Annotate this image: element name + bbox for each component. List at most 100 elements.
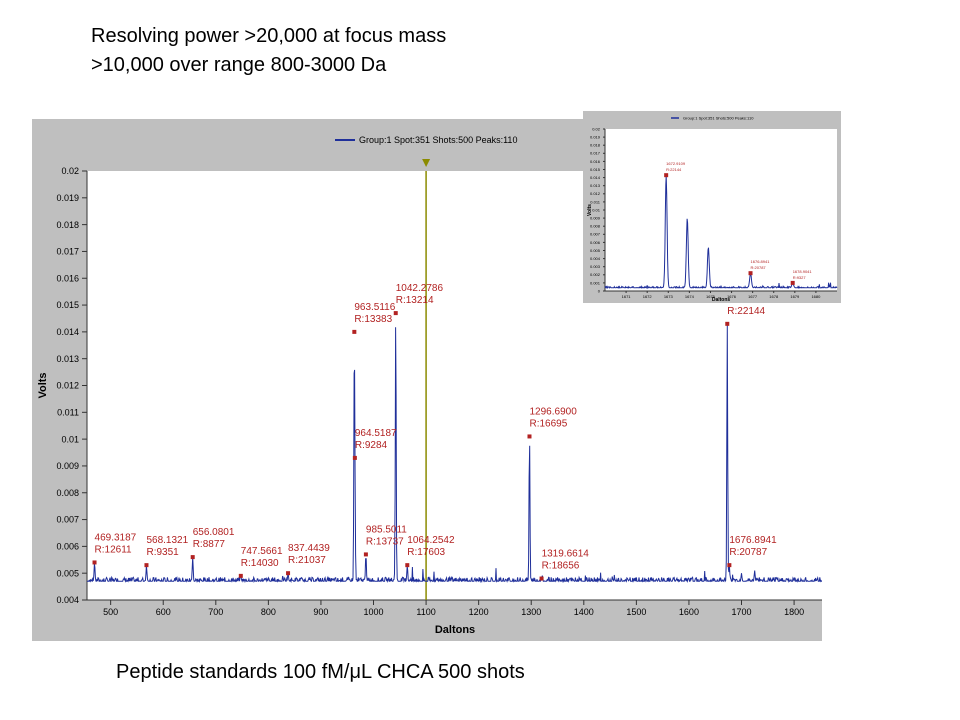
x-tick-label: 1673 xyxy=(664,294,674,299)
peak-marker xyxy=(725,321,730,326)
y-tick-label: 0.013 xyxy=(590,183,601,188)
peak-marker xyxy=(727,563,732,568)
peak-label-mass: 1296.6900 xyxy=(529,406,577,417)
x-tick-label: 900 xyxy=(313,607,328,617)
peak-label-mass: 1042.2786 xyxy=(396,283,444,294)
legend-text: Group:1 Spot:351 Shots:500 Peaks:110 xyxy=(359,135,517,145)
y-tick-label: 0.01 xyxy=(61,434,79,444)
y-tick-label: 0.002 xyxy=(590,272,601,277)
y-tick-label: 0.017 xyxy=(56,247,79,257)
x-tick-label: 500 xyxy=(103,607,118,617)
peak-label-mass: 656.0801 xyxy=(193,527,235,538)
y-tick-label: 0.008 xyxy=(56,488,79,498)
chart-legend: Group:1 Spot:351 Shots:500 Peaks:110 xyxy=(671,115,754,120)
peak-label-resolution: R:12611 xyxy=(95,544,133,555)
x-tick-label: 1200 xyxy=(469,607,489,617)
peak-marker xyxy=(363,552,368,557)
y-tick-label: 0.013 xyxy=(56,354,79,364)
x-tick-label: 1800 xyxy=(784,607,804,617)
x-tick-label: 1677 xyxy=(748,294,758,299)
y-tick-label: 0.007 xyxy=(56,515,79,525)
x-tick-label: 1700 xyxy=(731,607,751,617)
x-tick-label: 1300 xyxy=(521,607,541,617)
y-tick-label: 0.003 xyxy=(590,264,601,269)
y-tick-label: 0.015 xyxy=(590,167,601,172)
x-tick-label: 1672 xyxy=(643,294,653,299)
y-tick-label: 0.016 xyxy=(590,159,601,164)
peak-marker xyxy=(405,563,410,568)
peak-label-resolution: R:22144 xyxy=(666,167,682,172)
y-tick-label: 0.017 xyxy=(590,151,601,156)
y-tick-label: 0.005 xyxy=(56,568,79,578)
peak-label-resolution: R:21037 xyxy=(288,555,326,566)
y-tick-label: 0.004 xyxy=(590,256,601,261)
y-tick-label: 0.008 xyxy=(590,224,601,229)
x-tick-label: 1674 xyxy=(685,294,695,299)
y-tick-label: 0.015 xyxy=(56,300,79,310)
y-tick-label: 0.005 xyxy=(590,248,601,253)
x-tick-label: 1600 xyxy=(679,607,699,617)
peak-label-resolution: R:20787 xyxy=(751,265,767,270)
peak-marker xyxy=(790,280,795,285)
x-tick-label: 1680 xyxy=(811,294,821,299)
y-tick-label: 0.019 xyxy=(590,135,601,140)
peak-label-resolution: R:13737 xyxy=(366,536,404,547)
x-tick-label: 1500 xyxy=(626,607,646,617)
y-tick-label: 0.009 xyxy=(590,216,601,221)
y-tick-label: 0.004 xyxy=(56,595,79,605)
peak-marker xyxy=(286,571,291,576)
x-tick-label: 1400 xyxy=(574,607,594,617)
peak-label-resolution: R:13383 xyxy=(354,314,392,325)
peak-marker xyxy=(144,563,149,568)
x-tick-label: 600 xyxy=(156,607,171,617)
spectrum-series-line xyxy=(87,325,822,584)
peak-label-mass: 964.5187 xyxy=(355,428,397,439)
y-tick-label: 0.007 xyxy=(590,232,601,237)
x-axis-title: Daltons xyxy=(712,297,731,303)
y-tick-label: 0.02 xyxy=(61,166,79,176)
peak-marker xyxy=(664,173,669,178)
peak-label-resolution: R:16695 xyxy=(529,418,567,429)
spectrum-series-line xyxy=(604,175,838,290)
y-tick-label: 0.02 xyxy=(592,126,601,131)
x-tick-label: 1678 xyxy=(769,294,779,299)
peak-label-resolution: R:8877 xyxy=(193,539,226,550)
peak-label-mass: 1672.9109 xyxy=(666,161,686,166)
y-axis-title: Volts xyxy=(37,372,49,398)
peak-label-mass: 985.5011 xyxy=(366,524,407,535)
peak-marker xyxy=(539,576,544,581)
x-tick-label: 800 xyxy=(261,607,276,617)
x-tick-label: 700 xyxy=(208,607,223,617)
y-tick-label: 0.012 xyxy=(56,381,79,391)
x-tick-label: 1679 xyxy=(790,294,800,299)
plot-area xyxy=(605,129,837,291)
slide-title-line2: >10,000 over range 800-3000 Da xyxy=(91,54,387,76)
y-tick-label: 0.019 xyxy=(56,193,79,203)
legend-text: Group:1 Spot:351 Shots:500 Peaks:110 xyxy=(683,115,754,120)
peak-label-mass: 1319.6614 xyxy=(542,549,590,560)
peak-label-resolution: R:22144 xyxy=(727,306,765,317)
y-tick-label: 0.018 xyxy=(590,143,601,148)
cursor-marker xyxy=(422,159,431,167)
y-tick-label: 0.011 xyxy=(57,407,79,417)
y-tick-label: 0.006 xyxy=(56,542,79,552)
x-tick-label: 1671 xyxy=(622,294,632,299)
peak-label-resolution: R:13214 xyxy=(396,295,434,306)
y-tick-label: 0.001 xyxy=(590,280,601,285)
y-tick-label: 0.01 xyxy=(592,207,601,212)
y-tick-label: 0.012 xyxy=(590,191,601,196)
x-tick-label: 1000 xyxy=(363,607,383,617)
chart-legend: Group:1 Spot:351 Shots:500 Peaks:110 xyxy=(335,135,517,145)
peak-marker xyxy=(527,434,532,439)
peak-label-resolution: R:17603 xyxy=(407,547,445,558)
peak-label-resolution: R:18656 xyxy=(542,561,580,572)
y-tick-label: 0.011 xyxy=(590,199,600,204)
peak-label-resolution: R:9284 xyxy=(355,440,388,451)
x-tick-label: 1676 xyxy=(727,294,737,299)
peak-label-mass: 1678.9041 xyxy=(793,269,813,274)
x-tick-label: 1675 xyxy=(706,294,716,299)
y-axis-title: Volts xyxy=(587,204,593,216)
peak-label-mass: 837.4439 xyxy=(288,543,330,554)
peak-label-mass: 747.5661 xyxy=(241,546,283,557)
peak-label-mass: 568.1321 xyxy=(146,535,188,546)
